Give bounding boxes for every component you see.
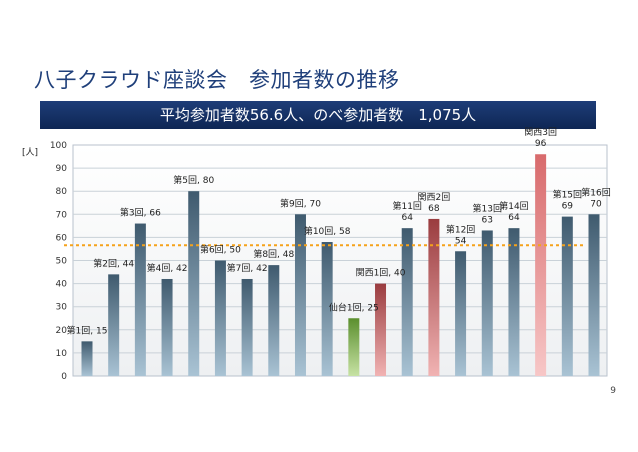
bar bbox=[588, 214, 600, 376]
data-label: 第3回, 66 bbox=[120, 207, 161, 219]
y-tick-label: 0 bbox=[61, 372, 67, 382]
bars bbox=[81, 154, 600, 376]
bar bbox=[81, 341, 93, 376]
data-label: 第11回 64 bbox=[392, 200, 421, 223]
bar bbox=[321, 242, 333, 376]
y-tick-label: 20 bbox=[56, 326, 68, 336]
bar bbox=[561, 216, 573, 376]
bar bbox=[241, 278, 253, 376]
data-label: 第13回 63 bbox=[473, 202, 502, 225]
bar bbox=[508, 228, 520, 376]
page-number: 9 bbox=[610, 386, 616, 396]
bar bbox=[294, 214, 306, 376]
y-tick-label: 100 bbox=[50, 141, 67, 151]
data-label: 関西3回 96 bbox=[524, 127, 557, 149]
y-tick-labels: 0 10 20 30 40 50 60 70 80 90 100 bbox=[50, 141, 67, 382]
data-label: 第8回, 48 bbox=[253, 248, 294, 260]
data-label: 第7回, 42 bbox=[227, 262, 268, 274]
bar bbox=[214, 260, 226, 376]
bar bbox=[375, 283, 387, 376]
y-tick-label: 40 bbox=[56, 280, 68, 290]
data-label: 第10回, 58 bbox=[304, 225, 351, 237]
bar bbox=[481, 230, 493, 376]
data-label: 第6回, 50 bbox=[200, 244, 241, 256]
bar bbox=[134, 223, 146, 376]
y-tick-label: 50 bbox=[56, 257, 68, 267]
bar bbox=[161, 278, 173, 376]
data-labels: 第1回, 15 第2回, 44 第3回, 66 第4回, 42 第5回, 80 第6回, … bbox=[67, 127, 611, 336]
y-tick-label: 70 bbox=[56, 210, 68, 220]
data-label: 仙台1回, 25 bbox=[329, 301, 379, 313]
data-label: 第14回 64 bbox=[499, 200, 528, 223]
bar bbox=[535, 154, 547, 376]
y-tick-label: 80 bbox=[56, 187, 68, 197]
data-label: 第5回, 80 bbox=[173, 174, 214, 186]
y-axis-label: [人] bbox=[22, 147, 38, 158]
y-tick-label: 60 bbox=[56, 233, 68, 243]
data-label: 第12回 54 bbox=[446, 223, 475, 246]
data-label: 第15回 69 bbox=[553, 189, 582, 212]
data-label: 関西1回, 40 bbox=[356, 268, 406, 279]
data-label: 第4回, 42 bbox=[147, 262, 188, 274]
slide-title: 八子クラウド座談会 参加者数の推移 bbox=[34, 68, 400, 92]
y-tick-label: 90 bbox=[56, 164, 68, 174]
summary-banner: 平均参加者数56.6人、のべ参加者数 1,075人 bbox=[40, 101, 596, 129]
data-label: 第16回 70 bbox=[581, 186, 610, 209]
bar bbox=[188, 191, 200, 376]
data-label: 第9回, 70 bbox=[280, 197, 321, 209]
y-tick-label: 10 bbox=[56, 349, 68, 359]
bar bbox=[108, 274, 120, 376]
bar bbox=[401, 228, 413, 376]
bar bbox=[268, 265, 280, 376]
data-label: 関西2回 68 bbox=[418, 192, 451, 214]
data-label: 第2回, 44 bbox=[93, 257, 134, 269]
bar bbox=[348, 318, 360, 376]
bar bbox=[455, 251, 467, 376]
bar bbox=[428, 218, 440, 376]
y-tick-label: 30 bbox=[56, 303, 68, 313]
data-label: 第1回, 15 bbox=[67, 324, 108, 336]
